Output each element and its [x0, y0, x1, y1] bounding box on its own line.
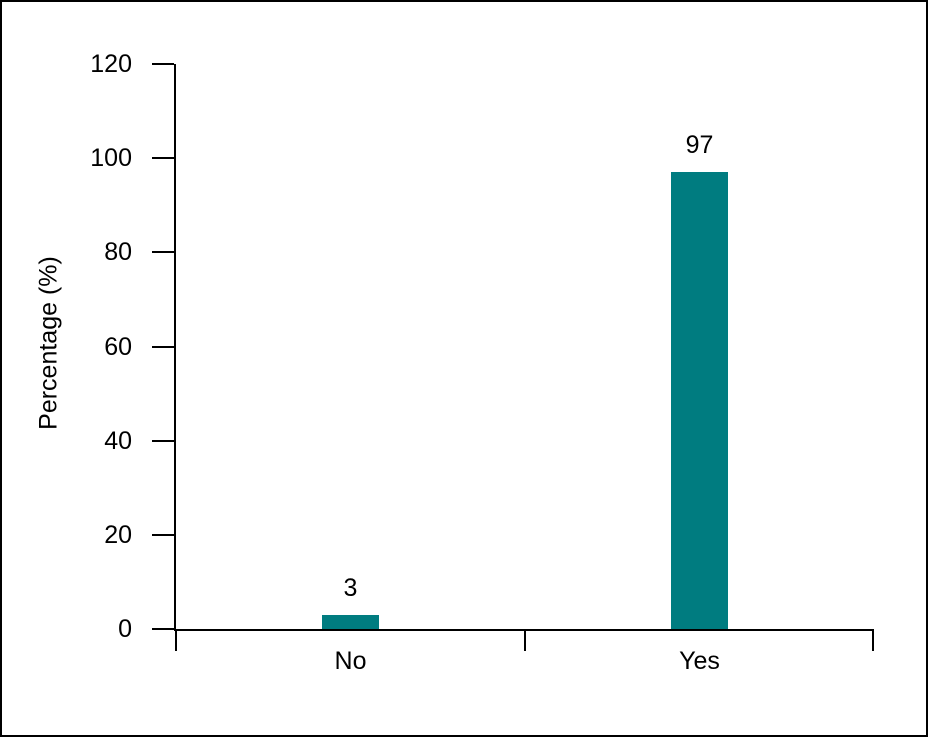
- x-axis-category-label: Yes: [679, 647, 720, 675]
- x-axis-tick: [872, 629, 874, 651]
- plot-area: 0 20 40 60 80 100 120 3 No 97 Yes: [90, 50, 874, 675]
- y-axis-tick: [152, 251, 174, 254]
- x-axis-tick: [175, 629, 177, 651]
- y-axis-tick: [152, 157, 174, 160]
- y-axis-tick: [152, 345, 174, 348]
- bar-yes: [671, 172, 728, 629]
- bar-no: [322, 614, 379, 629]
- x-axis-category-label: No: [334, 647, 367, 675]
- y-axis-tick-label: 20: [104, 520, 132, 549]
- x-axis-tick: [524, 629, 526, 651]
- y-axis-tick-label: 60: [104, 332, 132, 361]
- y-axis-tick: [152, 533, 174, 536]
- bar-value-label: 97: [685, 131, 714, 160]
- y-axis-tick-label: 80: [104, 238, 132, 267]
- y-axis-tick-label: 0: [118, 615, 132, 643]
- y-axis-tick: [152, 63, 174, 65]
- y-axis-tick-label: 100: [90, 144, 132, 173]
- y-axis-tick-label: 40: [104, 426, 132, 455]
- y-axis-tick-label: 120: [90, 50, 132, 78]
- y-axis-tick: [152, 439, 174, 442]
- bar-value-label: 3: [343, 573, 358, 602]
- y-axis-tick: [152, 628, 174, 630]
